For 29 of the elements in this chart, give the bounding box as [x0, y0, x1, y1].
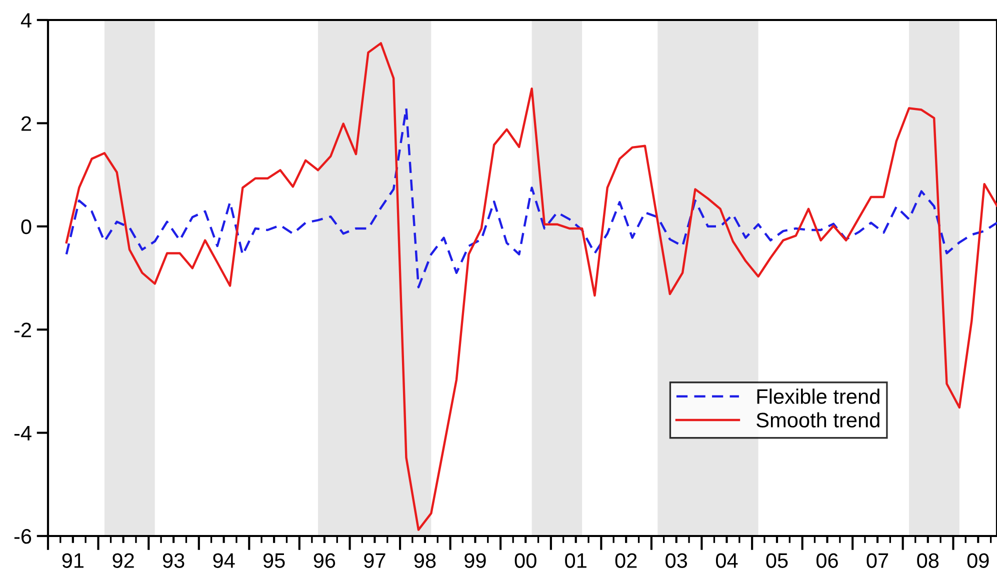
x-tick-label: 09 [967, 553, 989, 568]
y-tick-label: -2 [14, 322, 31, 338]
x-tick-label: 04 [716, 553, 738, 568]
legend-label: Flexible trend [757, 388, 880, 404]
x-tick-label: 05 [766, 553, 788, 568]
x-tick-label: 95 [263, 553, 285, 568]
x-tick-label: 97 [364, 553, 386, 568]
x-tick-label: 98 [414, 553, 436, 568]
x-tick-label: 96 [314, 553, 336, 568]
x-tick-label: 91 [62, 553, 84, 568]
x-tick-label: 01 [565, 553, 586, 568]
x-tick-label: 92 [112, 553, 134, 568]
legend-label: Smooth trend [756, 412, 880, 428]
line-series [65, 107, 997, 288]
y-tick-label: -4 [14, 426, 32, 440]
y-tick-label: 0 [21, 219, 32, 234]
x-tick-label: 02 [615, 553, 637, 568]
x-tick-label: 00 [514, 553, 536, 568]
y-tick-label: 4 [20, 13, 32, 28]
y-tick-label: 2 [21, 116, 31, 131]
x-tick-label: 03 [666, 553, 688, 568]
x-tick-label: 93 [162, 553, 184, 568]
x-tick-label: 99 [464, 553, 486, 568]
y-tick-label: -6 [14, 529, 32, 544]
x-tick-label: 07 [866, 553, 888, 568]
x-tick-label: 08 [917, 553, 939, 568]
x-tick-label: 94 [213, 553, 235, 568]
x-tick-label: 06 [816, 553, 838, 568]
line-series [65, 42, 997, 531]
